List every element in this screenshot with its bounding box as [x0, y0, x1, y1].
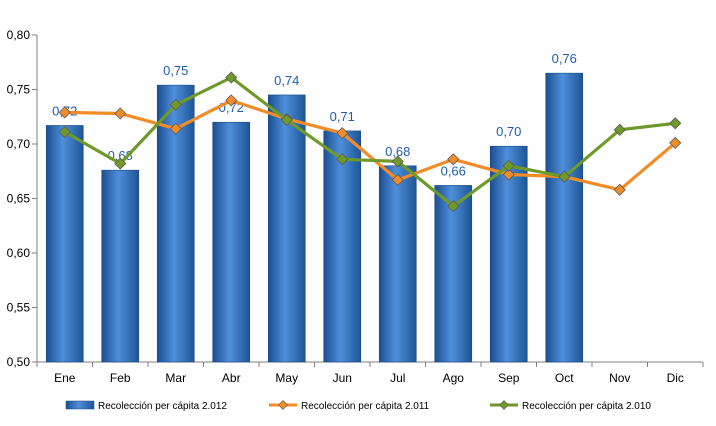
series-marker	[225, 71, 238, 84]
legend-marker	[278, 400, 288, 410]
series-marker	[391, 173, 404, 187]
series-line	[64, 98, 677, 192]
series-marker	[447, 200, 460, 213]
bar	[101, 169, 140, 363]
y-tick-label: 0,65	[7, 192, 31, 206]
bar-data-label: 0,74	[274, 73, 299, 88]
legend-label: Recolección per cápita 2.012	[98, 401, 227, 412]
legend-swatch	[65, 400, 95, 410]
series-marker	[169, 122, 182, 135]
series-marker	[225, 94, 238, 107]
series-marker	[502, 159, 515, 172]
bar	[378, 165, 417, 363]
plot-area: 0,50 0,55 0,60 0,65 0,70 0,75 0,80 Ene Feb Mar Abr…	[7, 28, 704, 385]
bar	[434, 185, 473, 363]
y-tick-label: 0,60	[7, 246, 31, 260]
series-marker	[613, 123, 626, 136]
series-marker	[558, 170, 571, 183]
x-tick-label: Sep	[498, 371, 520, 385]
y-tick-label: 0,55	[7, 301, 31, 315]
y-tick-label: 0,75	[7, 83, 31, 97]
series-marker	[336, 127, 349, 140]
y-tick-label: 0,70	[7, 137, 31, 151]
bar-data-label: 0,66	[441, 163, 466, 178]
x-tick-label: Oct	[555, 371, 574, 385]
x-tick-label: Feb	[110, 371, 131, 385]
series-marker	[58, 125, 71, 139]
series-marker	[114, 107, 127, 120]
x-tick-label: Jul	[390, 371, 405, 385]
x-tick-label: Nov	[609, 371, 630, 385]
bar	[45, 125, 84, 363]
x-tick-label: Dic	[667, 371, 684, 385]
bar-data-label: 0,76	[552, 51, 577, 66]
series-marker	[669, 117, 682, 130]
bar	[323, 130, 362, 363]
legend-marker	[499, 400, 509, 410]
series-marker	[336, 153, 349, 166]
y-tick-label: 0,80	[7, 28, 31, 42]
x-tick-label: Ene	[54, 371, 76, 385]
x-tick-label: Ago	[443, 371, 465, 385]
series-marker	[58, 106, 71, 119]
bar-data-label: 0,68	[385, 144, 410, 159]
bar	[212, 121, 251, 363]
series-marker	[391, 155, 404, 168]
x-tick-label: Jun	[333, 371, 352, 385]
bar	[545, 72, 584, 363]
bar-data-label: 0,71	[330, 109, 355, 124]
series-marker	[280, 113, 293, 127]
series-marker	[669, 136, 682, 149]
x-tick-label: May	[275, 371, 298, 385]
series-marker	[447, 153, 460, 166]
series-marker	[169, 98, 182, 111]
y-tick-label: 0,50	[7, 355, 31, 369]
legend-label: Recolección per cápita 2.010	[522, 401, 651, 412]
legend-label: Recolección per cápita 2.011	[301, 401, 430, 412]
bar	[489, 145, 528, 363]
series-marker	[613, 183, 626, 196]
bar	[267, 94, 306, 363]
x-tick-label: Mar	[165, 371, 186, 385]
x-tick-label: Abr	[222, 371, 241, 385]
series-marker	[502, 168, 515, 181]
bar-data-label: 0,70	[496, 124, 521, 139]
series-line	[64, 75, 676, 208]
legend: Recolección per cápita 2.012 Recolección …	[65, 400, 651, 412]
bar-data-label: 0,75	[163, 63, 188, 78]
series-marker	[114, 157, 127, 170]
